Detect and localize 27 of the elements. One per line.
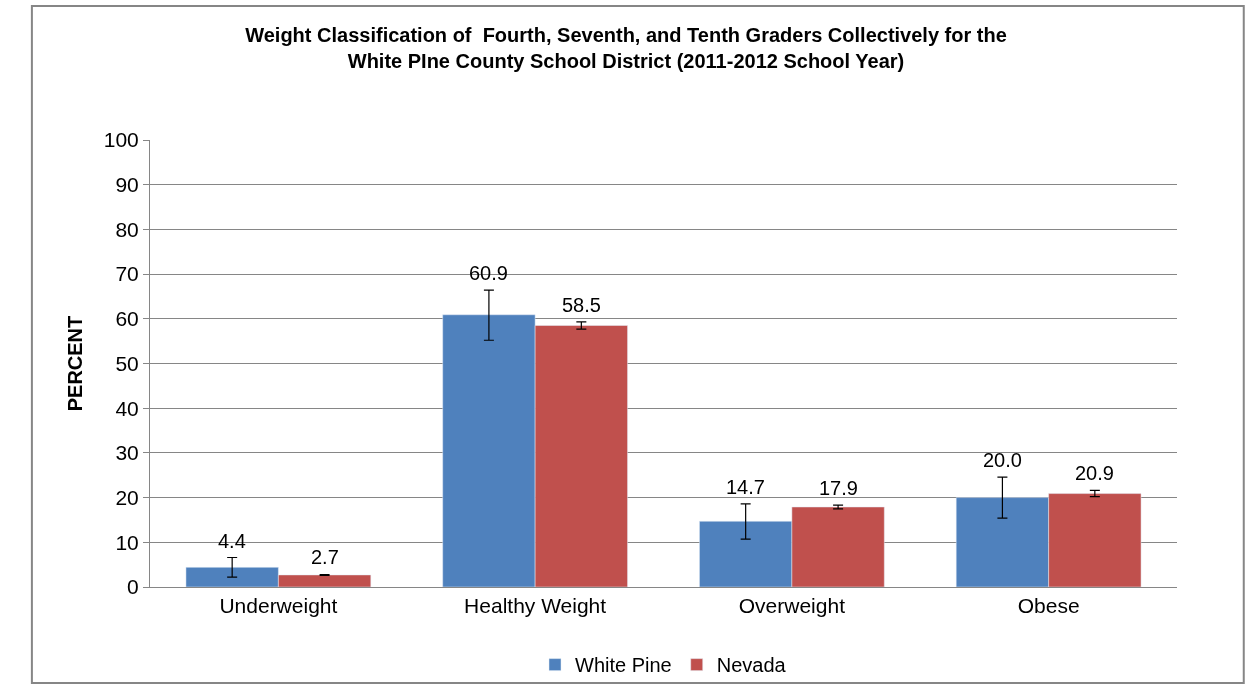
x-tick-label: Overweight [738,594,846,618]
data-label: 17.9 [819,477,858,499]
data-label: 60.9 [469,262,508,284]
data-label: 20.9 [1075,462,1114,484]
y-tick-label: 40 [115,396,139,420]
y-tick-label: 50 [115,351,139,375]
y-tick-label: 90 [115,173,139,197]
y-axis-title: PERCENT [64,315,87,412]
y-tick-label: 100 [103,128,139,152]
data-label: 2.7 [311,546,339,568]
y-tick-label: 20 [115,485,139,509]
y-tick-label: 80 [115,217,139,241]
legend-label: Nevada [716,654,787,677]
y-tick-label: 70 [115,262,139,286]
data-label: 20.0 [983,449,1022,471]
data-label: 4.4 [218,530,246,552]
chart-title: Weight Classification of Fourth, Seventh, and Tenth Graders Collectively for the White PIne County School District (2011-2012 School Year) [245,23,1007,72]
legend-label: White Pine [575,654,672,677]
data-label: 58.5 [562,294,601,316]
y-tick-label: 60 [115,307,139,331]
x-tick-label: Underweight [219,594,338,618]
y-tick-label: 0 [127,575,139,599]
x-tick-label: Obese [1017,594,1080,618]
data-label: 14.7 [726,476,765,498]
y-tick-label: 30 [115,441,139,465]
x-tick-label: Healthy Weight [464,594,607,618]
y-tick-label: 10 [115,530,139,554]
